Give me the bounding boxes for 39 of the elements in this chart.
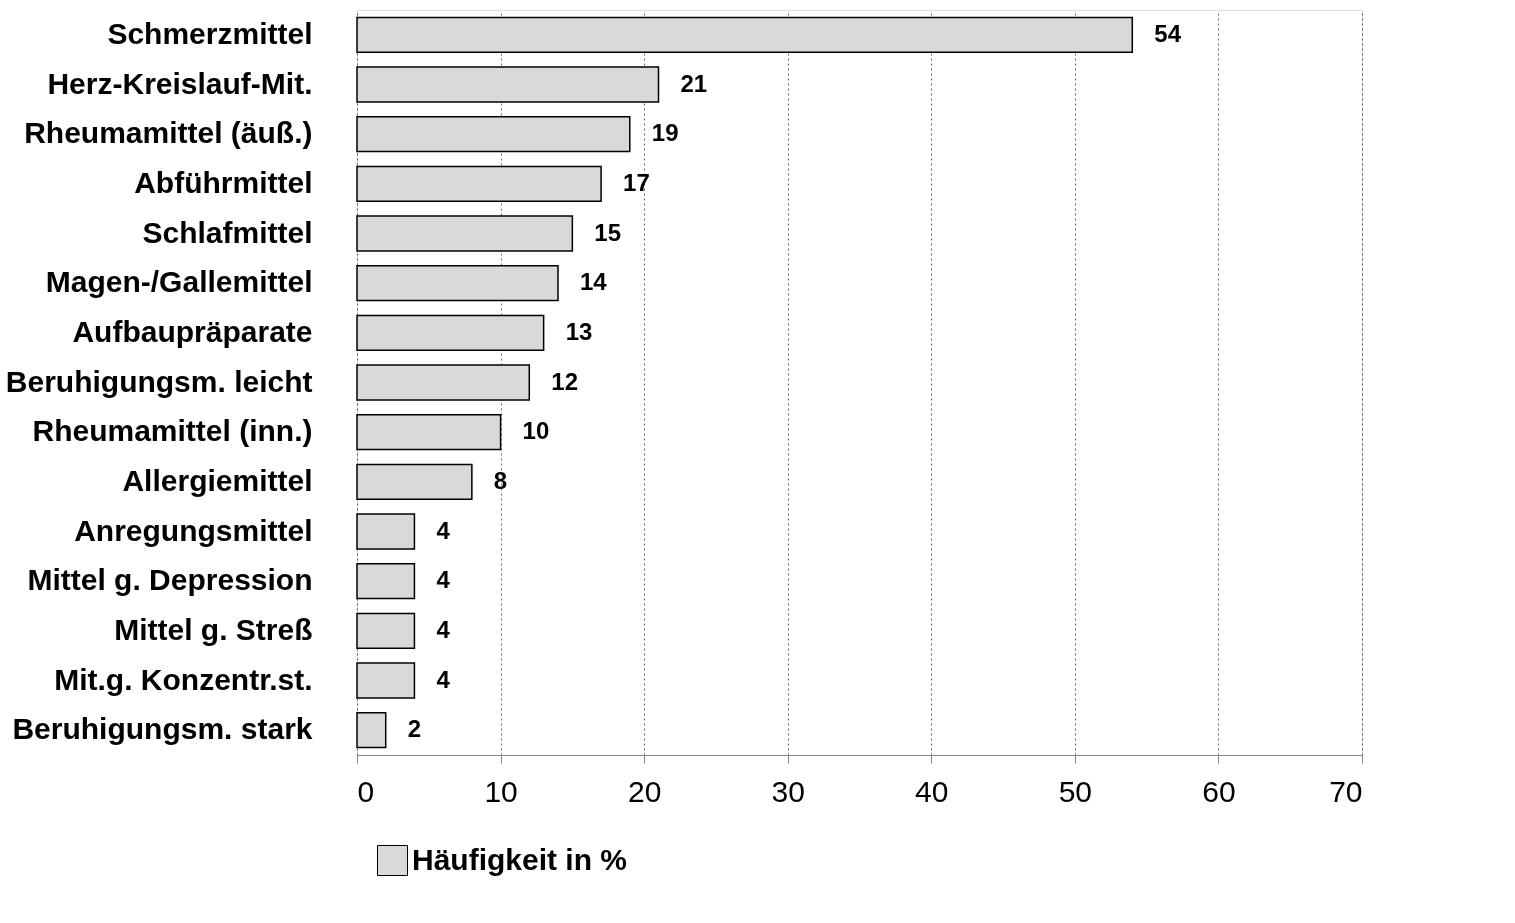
x-tick-label: 60 — [1202, 774, 1236, 808]
data-label: 4 — [436, 615, 451, 643]
data-label: 21 — [680, 69, 708, 97]
y-tick-label: Rheumamittel (inn.) — [32, 414, 313, 448]
data-label: 8 — [493, 466, 508, 494]
y-tick-label: Schmerzmittel — [107, 16, 313, 50]
y-tick-label: Mit.g. Konzentr.st. — [54, 662, 313, 696]
y-tick-label: Magen-/Gallemittel — [45, 265, 313, 299]
data-label: 12 — [551, 367, 578, 395]
y-tick-label: Rheumamittel (äuß.) — [24, 116, 313, 150]
data-label: 4 — [436, 665, 451, 693]
x-tick-label: 0 — [357, 774, 375, 808]
x-tick-label: 30 — [771, 774, 805, 808]
y-tick-label: Anregungsmittel — [74, 513, 313, 547]
data-label: 19 — [651, 119, 679, 147]
data-label: 2 — [407, 715, 422, 743]
x-tick-label: 40 — [915, 774, 949, 808]
x-tick-label: 70 — [1329, 774, 1363, 808]
y-tick-label: Schlafmittel — [142, 215, 313, 249]
y-tick-label: Aufbaupräparate — [72, 314, 313, 348]
x-tick-label: 10 — [484, 774, 518, 808]
y-tick-label: Mittel g. Depression — [27, 563, 313, 597]
y-tick-label: Abführmittel — [134, 165, 313, 199]
data-label: 13 — [565, 317, 593, 345]
data-label: 54 — [1154, 19, 1182, 47]
data-label: 10 — [522, 417, 550, 445]
x-tick-label: 50 — [1058, 774, 1093, 808]
data-label: 4 — [436, 516, 451, 544]
y-tick-label: Allergiemittel — [122, 463, 313, 497]
data-label: 17 — [623, 168, 650, 196]
x-tick-label: 20 — [627, 774, 662, 808]
legend-label: Häufigkeit in % — [412, 842, 628, 876]
y-tick-label: Herz-Kreislauf-Mit. — [47, 66, 313, 100]
data-label: 14 — [580, 268, 608, 296]
data-label: 4 — [436, 566, 451, 594]
data-label: 15 — [594, 218, 622, 246]
y-tick-label: Mittel g. Streß — [114, 612, 313, 646]
y-tick-label: Beruhigungsm. leicht — [5, 364, 313, 398]
y-tick-label: Beruhigungsm. stark — [12, 712, 313, 746]
